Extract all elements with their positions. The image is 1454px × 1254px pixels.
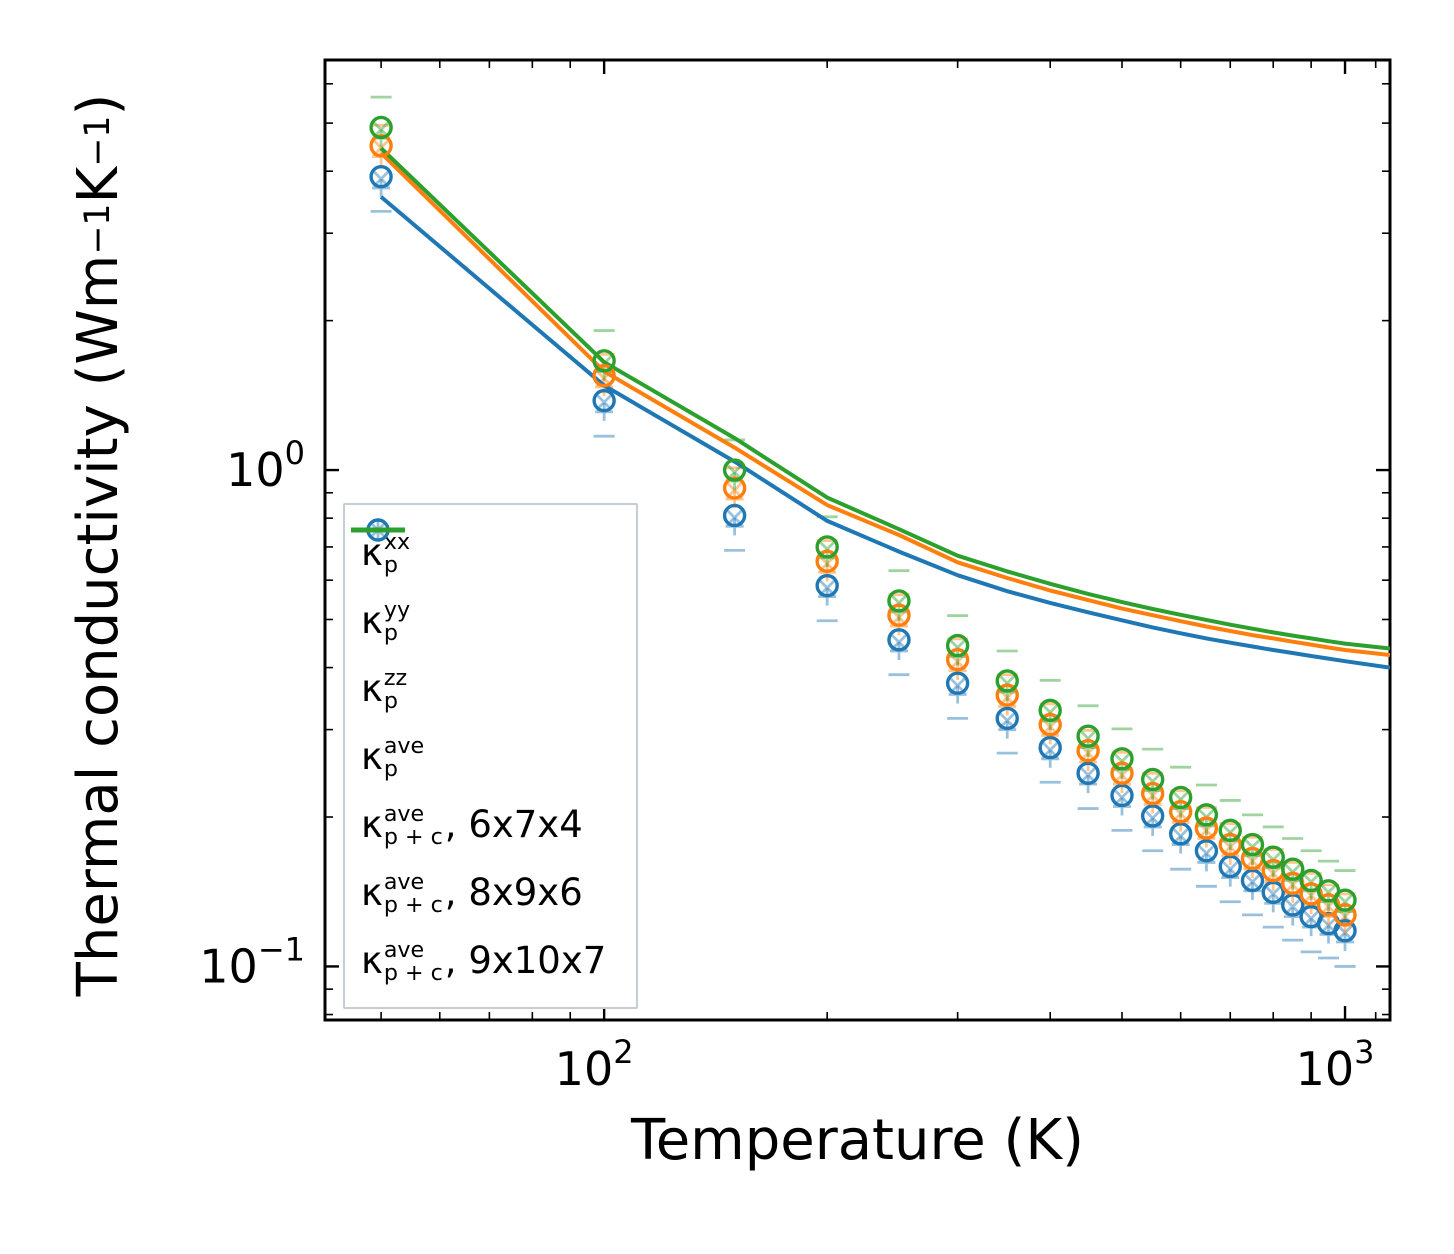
x-tick-label: 103 [1296,1033,1375,1096]
marker-circle [995,706,1019,731]
marker-circle [1038,712,1062,737]
legend: κ xx p κ yy p κ zz p κ ave p κ ave p + c, 6x7x4 κ ave p +… [343,503,639,1009]
legend-label: κ ave p + c, 9x10x7 [361,937,607,986]
marker-circle [722,458,747,482]
marker-circle [815,573,839,598]
legend-label: κ ave p + c, 8x9x6 [361,869,583,918]
marker-circle [1076,761,1100,785]
marker-x [1284,876,1302,894]
marker-x [1264,885,1282,903]
y-tick-label: 10−1 [199,930,305,993]
marker-circle [1076,739,1100,763]
marker-circle [1038,698,1062,723]
marker-circle [1140,781,1165,806]
marker-circle [1038,735,1062,760]
y-axis-label: Thermal conductivity (Wm −1 K −1) [65,93,131,997]
legend-label: κ ave p + c, 6x7x4 [361,801,583,850]
marker-circle [1194,839,1219,863]
legend-item: κ ave p + c, 9x10x7 [351,527,607,991]
legend-item: κ ave p + c, 8x9x6 [351,527,606,923]
marker-circle [1218,854,1242,879]
y-tick-label: 100 [226,434,305,497]
marker-circle [1316,893,1341,917]
marker-circle [995,683,1019,707]
marker-circle [1076,724,1100,748]
legend-label: κ yy p [361,597,411,646]
marker-circle [1168,822,1193,846]
marker-circle [1218,832,1242,857]
marker-circle [1140,767,1165,792]
legend-item: κ ave p [361,518,606,787]
legend-item: κ zz p [361,528,606,719]
marker-circle [1281,857,1305,881]
marker-circle [1168,785,1193,810]
marker-circle [1261,880,1285,905]
marker-circle [815,549,839,573]
marker-circle [592,349,616,373]
marker-circle [722,476,747,500]
series-scatter [369,115,1357,912]
marker-circle [369,164,393,189]
marker-circle [1110,761,1134,785]
marker-circle [1168,799,1193,824]
marker-circle [592,388,616,413]
marker-circle [1110,783,1134,808]
marker-circle [1194,803,1219,827]
legend-label: κ zz p [361,665,408,714]
marker-circle [1218,818,1242,843]
marker-circle [945,647,970,672]
marker-x [595,393,613,411]
plot-spines [323,58,1392,1022]
legend-label: κ ave p [361,733,425,782]
marker-circle [945,671,970,695]
marker-circle [1299,868,1323,893]
marker-circle [815,535,839,559]
marker-circle [1333,903,1357,927]
legend-item: κ yy p [361,521,606,651]
marker-circle [887,628,911,652]
marker-circle [722,503,747,528]
legend-item: κ ave p + c, 6x7x4 [351,527,606,855]
marker-x [1284,898,1302,916]
marker-circle [592,363,616,388]
marker-circle [1333,888,1357,912]
marker-circle [1240,868,1265,893]
marker-circle [1110,747,1134,771]
series-scatter [370,209,1356,968]
series-line [379,151,1390,657]
marker-circle [1299,882,1323,906]
series-line [379,195,1390,670]
marker-x [1243,873,1261,891]
marker-circle [369,115,393,140]
marker-circle [995,669,1019,693]
marker-circle [945,633,970,658]
series-scatter [369,134,1357,927]
marker-circle [1240,832,1265,857]
series-line [379,146,1390,651]
marker-circle [1261,845,1285,869]
x-axis-label: Temperature (K) [631,1108,1084,1173]
marker-circle [887,603,911,627]
legend-marker-line-icon [351,527,405,533]
marker-circle [1140,804,1165,828]
marker-circle [1333,919,1357,943]
x-tick-label: 102 [555,1033,634,1096]
marker-circle [1194,816,1219,840]
marker-circle [887,589,911,613]
